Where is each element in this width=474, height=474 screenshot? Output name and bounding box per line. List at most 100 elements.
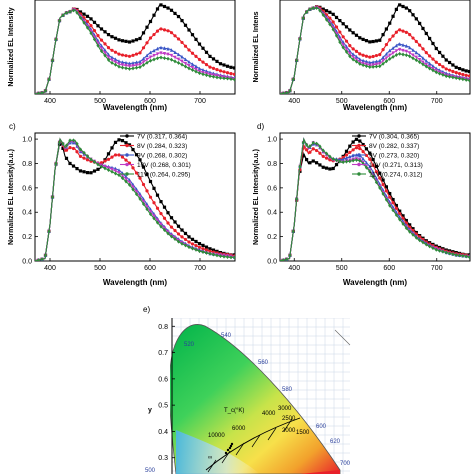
data-point xyxy=(354,49,359,53)
data-point xyxy=(173,59,177,64)
data-point xyxy=(447,68,452,72)
data-point xyxy=(361,149,365,154)
data-point xyxy=(381,178,385,182)
data-point xyxy=(378,61,382,66)
data-point xyxy=(166,211,170,215)
data-point xyxy=(183,237,188,242)
data-point xyxy=(190,237,195,241)
data-point xyxy=(341,43,345,47)
data-point xyxy=(408,54,412,59)
data-point xyxy=(47,229,51,234)
data-point xyxy=(218,62,223,66)
data-point xyxy=(358,36,362,40)
data-point xyxy=(447,60,452,65)
data-point xyxy=(229,65,233,69)
cie-point xyxy=(224,451,228,455)
isotemperature-line xyxy=(251,434,261,448)
cct-value: 4000 xyxy=(262,411,276,417)
data-point xyxy=(148,212,153,217)
data-point xyxy=(305,9,309,14)
data-point xyxy=(204,50,209,54)
data-point xyxy=(204,73,209,78)
series-4 xyxy=(280,137,470,261)
data-point xyxy=(103,51,107,55)
data-point xyxy=(431,57,435,61)
data-point xyxy=(201,68,205,72)
data-point xyxy=(464,69,468,73)
x-tick-label: 600 xyxy=(383,265,395,272)
data-point xyxy=(444,67,448,71)
data-point xyxy=(78,15,83,20)
data-point xyxy=(96,24,100,28)
data-point xyxy=(117,138,121,142)
data-point xyxy=(162,4,167,9)
data-point xyxy=(368,65,372,70)
data-point xyxy=(110,35,114,39)
data-point xyxy=(110,155,114,159)
data-point xyxy=(398,209,402,213)
data-point xyxy=(120,63,125,67)
data-point xyxy=(388,53,392,58)
x-tick-label: 700 xyxy=(431,265,443,272)
data-point xyxy=(391,54,395,59)
data-point xyxy=(138,59,142,64)
data-point xyxy=(308,150,312,154)
data-point xyxy=(159,27,163,31)
legend-swatch-marker xyxy=(125,172,129,176)
data-point xyxy=(368,164,372,169)
data-point xyxy=(85,14,90,18)
data-point xyxy=(138,196,142,201)
data-point xyxy=(180,18,184,23)
data-point xyxy=(361,63,365,68)
data-point xyxy=(148,36,153,40)
data-point xyxy=(331,27,335,32)
series-line xyxy=(280,6,470,94)
data-point xyxy=(338,30,342,34)
data-point xyxy=(152,53,156,58)
data-point xyxy=(378,38,382,42)
data-point xyxy=(421,56,425,60)
data-point xyxy=(152,57,156,62)
data-point xyxy=(208,249,212,253)
data-point xyxy=(152,201,156,205)
y-tick-label: 0.0 xyxy=(267,259,277,266)
data-point xyxy=(457,76,462,81)
data-point xyxy=(120,176,125,181)
data-point xyxy=(374,62,379,67)
panel-letter: c) xyxy=(9,122,16,131)
data-point xyxy=(211,248,216,252)
data-point xyxy=(338,37,342,42)
data-point xyxy=(183,243,188,248)
data-point xyxy=(155,7,160,11)
series-3 xyxy=(35,137,235,261)
data-point xyxy=(148,55,153,60)
data-point xyxy=(190,65,195,70)
data-point xyxy=(398,47,402,52)
data-point xyxy=(398,51,402,56)
data-point xyxy=(305,157,309,162)
x-tick-label: 700 xyxy=(194,98,206,105)
data-point xyxy=(43,88,48,93)
data-point xyxy=(134,60,139,64)
plot-frame xyxy=(279,0,471,95)
data-point xyxy=(398,3,402,7)
data-point xyxy=(404,30,408,35)
data-point xyxy=(183,64,188,69)
data-point xyxy=(428,61,432,66)
data-point xyxy=(103,166,107,171)
data-point xyxy=(441,249,445,254)
data-point xyxy=(371,157,375,162)
data-point xyxy=(361,142,365,147)
data-point xyxy=(145,207,149,212)
data-point xyxy=(92,37,97,42)
data-point xyxy=(124,66,128,71)
legend-entry: 8V (0.284, 0.323) xyxy=(137,143,187,150)
data-point xyxy=(110,169,114,174)
legend-entry: 9V (0.273, 0.320) xyxy=(369,152,419,159)
x-tick-label: 600 xyxy=(144,265,156,272)
data-point xyxy=(388,48,392,53)
data-point xyxy=(194,244,198,248)
data-point xyxy=(424,242,428,247)
cct-value: 10000 xyxy=(208,433,225,439)
data-point xyxy=(348,43,352,48)
